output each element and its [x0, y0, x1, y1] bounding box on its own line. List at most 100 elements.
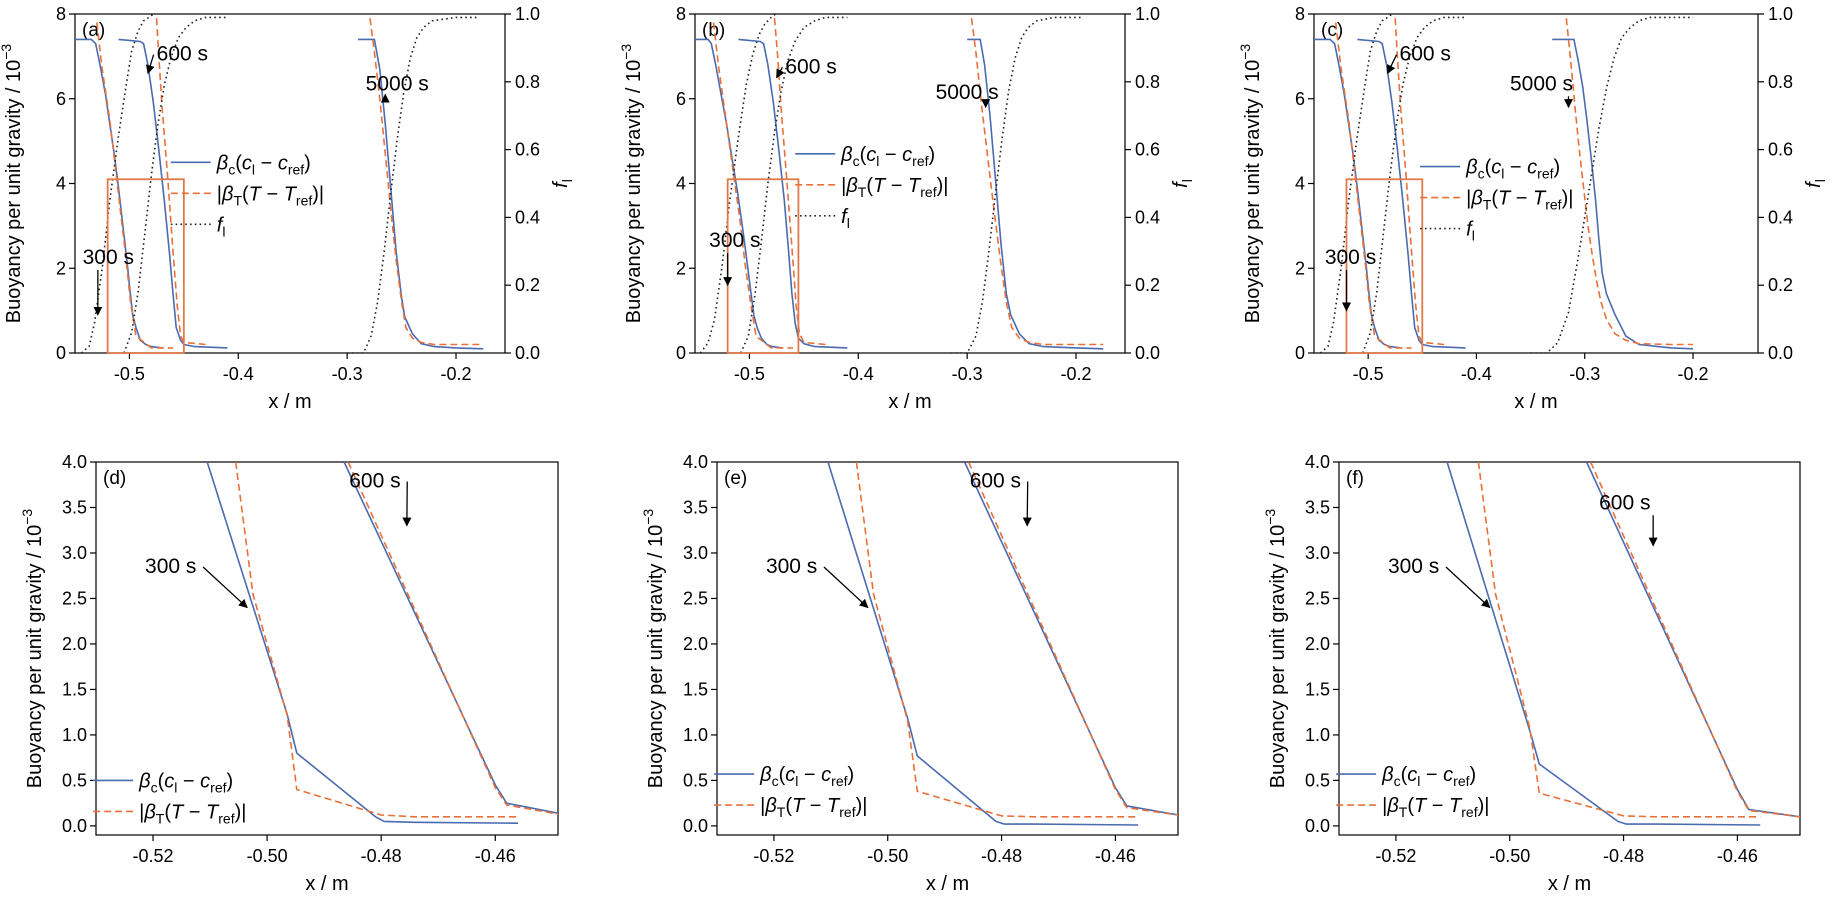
x-tick-label: -0.2 — [1060, 364, 1091, 384]
legend-text-part: c — [821, 764, 831, 786]
y-tick-label: 6 — [1295, 89, 1305, 109]
series-line-f-5 — [739, 16, 848, 353]
y2-axis-label-text: f — [1170, 180, 1192, 188]
legend-text-part: β — [138, 770, 150, 792]
y-tick-label: 3.5 — [62, 497, 87, 517]
legend-text-part: ref — [210, 779, 226, 795]
y-tick-label: 2.0 — [683, 634, 708, 654]
y-tick-label: 6 — [676, 89, 686, 109]
y2-tick-label: 0.0 — [515, 343, 540, 363]
x-tick-label: -0.52 — [1375, 846, 1416, 866]
legend-text-part: c — [785, 764, 795, 786]
x-tick-label: -0.4 — [1461, 364, 1492, 384]
legend-text-part: ) — [929, 144, 936, 166]
zoom-box — [106, 178, 185, 354]
legend-text-part: c — [1527, 157, 1537, 179]
x-tick-label: -0.4 — [843, 364, 874, 384]
y-tick-label: 4.0 — [1305, 452, 1330, 472]
y-axis-label-exponent: −3 — [19, 509, 35, 525]
legend-text-part: β — [216, 152, 228, 174]
legend-text-part: β — [759, 764, 771, 786]
y2-axis-label-sub: l — [559, 179, 575, 182]
y-tick-label: 0.5 — [1305, 770, 1330, 790]
annotation-label: 300 s — [1325, 246, 1376, 269]
annotation-arrow — [823, 566, 869, 609]
legend-text-part: )| — [235, 801, 247, 823]
y-tick-label: 0.0 — [1305, 816, 1330, 836]
annotation-arrow — [776, 67, 785, 79]
legend-entry-c: βc(cl − cref) — [840, 144, 935, 169]
legend-text-part: − — [183, 801, 206, 823]
legend-text-part: β — [1470, 188, 1482, 210]
legend-text-part: − — [1420, 764, 1443, 786]
legend-text-part: c — [228, 161, 235, 177]
legend-text-part: | — [217, 183, 222, 205]
y-tick-label: 3.0 — [62, 543, 87, 563]
legend-text-part: ( — [1485, 157, 1492, 179]
legend-entry-c: βc(cl − cref) — [1381, 764, 1476, 789]
series-line-f-8 — [347, 16, 478, 353]
legend-text-part: )| — [312, 183, 324, 205]
legend-entry-t: |βT(T − Tref)| — [217, 183, 324, 208]
series-line-c-6 — [967, 38, 1104, 350]
legend: βc(cl − cref)|βT(T − Tref)| — [714, 764, 867, 820]
y-tick-label: 2.5 — [62, 588, 87, 608]
y2-tick-label: 0.6 — [1768, 140, 1793, 160]
legend-text-part: f — [217, 214, 225, 236]
y-tick-label: 8 — [56, 4, 66, 24]
y-tick-label: 8 — [1295, 4, 1305, 24]
legend-text-part: ( — [779, 764, 786, 786]
y-tick-label: 2.0 — [62, 634, 87, 654]
legend-text-part: l — [795, 773, 798, 789]
legend-entry-f: fl — [217, 214, 226, 239]
legend-text-part: | — [1382, 795, 1387, 817]
legend-text-part: − — [1426, 795, 1449, 817]
annotation-arrow — [1387, 54, 1398, 75]
y-axis-label: Buoyancy per unit gravity / 10−3 — [640, 509, 667, 789]
y-tick-label: 4 — [56, 174, 66, 194]
y2-tick-label: 0.8 — [1135, 72, 1160, 92]
annotation-arrow — [145, 54, 155, 75]
legend-text-part: c — [853, 153, 860, 169]
series-line-t-7 — [369, 18, 484, 346]
x-tick-label: -0.48 — [981, 846, 1022, 866]
legend-entry-t: |βT(T − Tref)| — [1382, 795, 1489, 820]
zoom-box — [726, 178, 800, 354]
legend-text-part: c — [1443, 764, 1453, 786]
x-axis-label: x / m — [888, 391, 931, 413]
legend-text-part: T — [249, 183, 263, 205]
legend-text-part: l — [1472, 228, 1475, 244]
series-group — [827, 462, 1178, 826]
y-axis-label: Buoyancy per unit gravity / 10−3 — [1262, 509, 1289, 789]
legend-text-part: T — [858, 184, 867, 200]
legend-text-part: T — [1483, 197, 1492, 213]
series-line-t-3 — [347, 462, 558, 815]
panel-label: (e) — [724, 468, 747, 489]
legend-text-part: l — [1501, 166, 1504, 182]
legend-entry-c: βc(cl − cref) — [138, 770, 233, 795]
annotation-label: 300 s — [766, 555, 817, 578]
panel-label: (d) — [103, 468, 126, 489]
legend-text-part: − — [804, 795, 827, 817]
legend-text-part: β — [764, 795, 776, 817]
y-tick-label: 1.5 — [62, 679, 87, 699]
x-axis-label: x / m — [926, 873, 969, 895]
x-axis-label: x / m — [268, 391, 311, 413]
y-tick-label: 0.0 — [683, 816, 708, 836]
legend-text-part: β — [1465, 157, 1477, 179]
legend-text-part: T — [1399, 804, 1408, 820]
legend-text-part: T — [156, 810, 165, 826]
y-tick-label: 3.5 — [1305, 497, 1330, 517]
series-line-c-0 — [827, 462, 1139, 826]
legend-text-part: T — [873, 175, 887, 197]
y-tick-label: 4.0 — [683, 452, 708, 472]
y-axis-label: Buoyancy per unit gravity / 10−3 — [19, 509, 46, 789]
y-axis-label-exponent: −3 — [0, 44, 14, 60]
annotation-label: 5000 s — [1510, 72, 1573, 95]
x-tick-label: -0.48 — [1603, 846, 1644, 866]
plot-frame — [1338, 461, 1801, 836]
x-tick-label: -0.5 — [114, 364, 145, 384]
panel-label: (b) — [702, 20, 725, 41]
y-axis-label-text: Buoyancy per unit gravity / 10 — [3, 60, 25, 323]
series-line-t-7 — [1565, 18, 1693, 346]
